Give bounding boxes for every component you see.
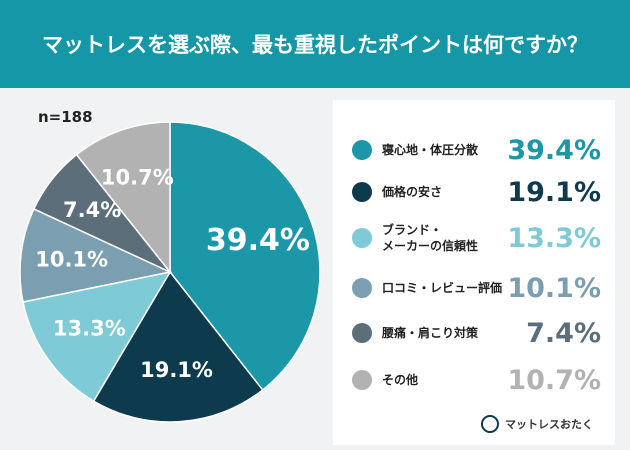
legend-label: その他 xyxy=(382,373,419,387)
slice-label: 39.4% xyxy=(206,223,310,258)
legend-value: 10.1% xyxy=(507,272,601,304)
legend-swatch xyxy=(352,278,372,298)
slice-label: 10.7% xyxy=(101,166,174,190)
legend-swatch xyxy=(352,228,372,248)
legend-label: 価格の安さ xyxy=(382,185,443,199)
legend-item: その他 10.7% xyxy=(333,360,615,400)
brand: マットレスおたく xyxy=(481,415,593,433)
sample-size: n=188 xyxy=(38,108,93,126)
legend-value: 39.4% xyxy=(507,134,601,166)
pie-slice xyxy=(19,207,173,303)
legend-item: 口コミ・レビュー評価 10.1% xyxy=(333,268,615,308)
legend-label: 寝心地・体圧分散 xyxy=(382,143,479,157)
legend-value: 13.3% xyxy=(507,222,601,254)
legend-item: 寝心地・体圧分散 39.4% xyxy=(333,130,615,170)
pie-slice xyxy=(22,270,172,403)
legend-label: 口コミ・レビュー評価 xyxy=(382,281,503,295)
legend-label: 腰痛・肩こり対策 xyxy=(382,326,479,340)
legend-label: ブランド・ メーカーの信頼性 xyxy=(382,223,479,253)
slice-label: 7.4% xyxy=(63,198,121,222)
legend-value: 7.4% xyxy=(526,317,601,349)
legend-value: 10.7% xyxy=(507,364,601,396)
slice-label: 19.1% xyxy=(140,358,213,382)
legend-swatch xyxy=(352,370,372,390)
legend-swatch xyxy=(352,182,372,202)
brand-text: マットレスおたく xyxy=(505,418,593,431)
slice-label: 13.3% xyxy=(53,316,126,340)
legend-item: 価格の安さ 19.1% xyxy=(333,172,615,212)
legend-value: 19.1% xyxy=(507,176,601,208)
legend-swatch xyxy=(352,323,372,343)
legend-item: 腰痛・肩こり対策 7.4% xyxy=(333,313,615,353)
legend: マットレスおたく 寝心地・体圧分散 39.4% 価格の安さ 19.1% ブランド・ メー… xyxy=(333,100,615,445)
legend-item: ブランド・ メーカーの信頼性 13.3% xyxy=(333,218,615,258)
slice-label: 10.1% xyxy=(35,248,108,272)
pie-slice xyxy=(169,121,321,391)
brand-logo xyxy=(481,415,499,433)
pie-slice xyxy=(92,270,264,423)
pie-slice xyxy=(75,121,171,275)
title: マットレスを選ぶ際、最も重視したポイントは何ですか？ xyxy=(0,0,630,88)
legend-swatch xyxy=(352,140,372,160)
